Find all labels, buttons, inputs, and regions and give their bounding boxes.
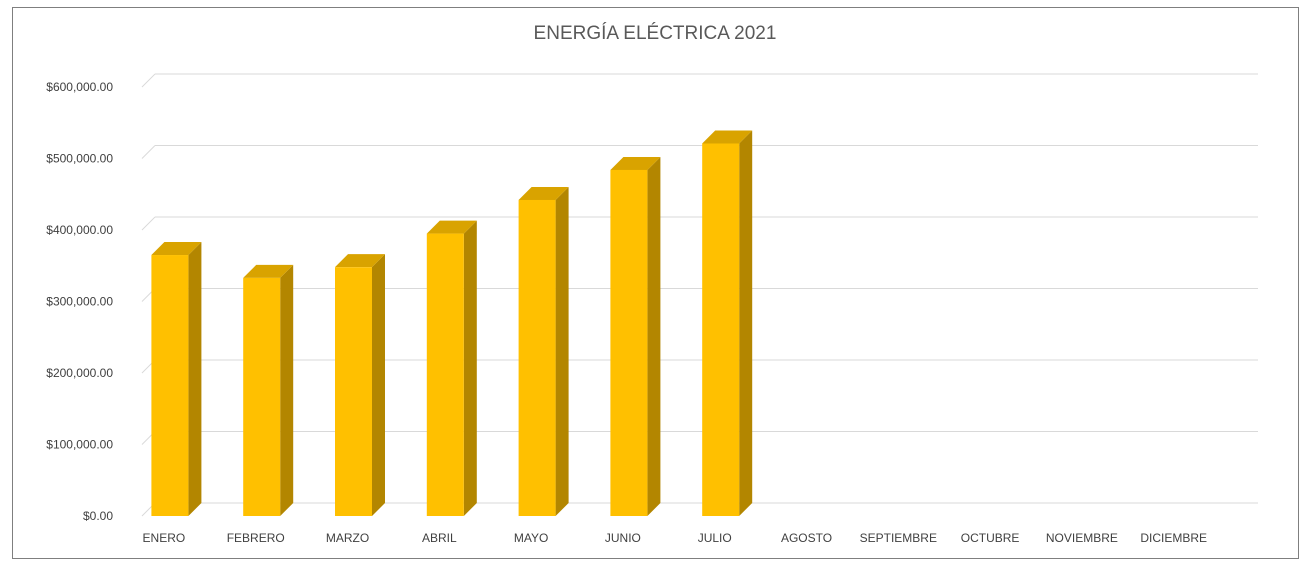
category-label: SEPTIEMBRE — [860, 531, 937, 545]
bar — [702, 130, 753, 517]
y-tick-label: $300,000.00 — [46, 295, 113, 309]
bar-front — [610, 169, 648, 516]
bar-front — [426, 233, 464, 516]
bar — [518, 186, 569, 516]
bar — [243, 264, 294, 516]
bar-front — [335, 267, 372, 516]
y-tick-label: $0.00 — [83, 509, 113, 523]
bar-side — [372, 254, 385, 516]
category-label: MAYO — [514, 531, 548, 545]
bars — [151, 130, 753, 517]
bar — [426, 220, 477, 516]
bar — [151, 242, 202, 516]
bar-top — [335, 254, 385, 268]
gridlines — [141, 73, 1258, 517]
category-label: OCTUBRE — [961, 531, 1020, 545]
y-tick-label: $500,000.00 — [46, 152, 113, 166]
y-axis-ticks: $0.00 $100,000.00 $200,000.00 $300,000.00 $4… — [46, 80, 113, 523]
bar-side — [280, 264, 294, 516]
category-label: AGOSTO — [781, 531, 832, 545]
bar-front — [151, 255, 189, 516]
category-label: NOVIEMBRE — [1046, 531, 1118, 545]
y-tick-label: $400,000.00 — [46, 223, 113, 237]
y-tick-label: $100,000.00 — [46, 438, 113, 452]
gridline-perspective — [141, 216, 156, 231]
bar-top — [151, 242, 202, 256]
category-label: ABRIL — [422, 531, 457, 545]
category-label: ENERO — [143, 531, 186, 545]
bar — [610, 156, 661, 516]
gridline-perspective — [141, 145, 156, 159]
category-label: MARZO — [326, 531, 369, 545]
bar-side — [647, 156, 661, 516]
chart-title: ENERGÍA ELÉCTRICA 2021 — [534, 23, 777, 44]
gridline-perspective — [141, 73, 156, 88]
bar-side — [463, 220, 477, 516]
bar-front — [243, 277, 281, 516]
y-tick-label: $200,000.00 — [46, 366, 113, 380]
bar-top — [518, 186, 569, 200]
y-tick-label: $600,000.00 — [46, 80, 113, 94]
bar-front — [702, 143, 740, 517]
category-label: JULIO — [698, 531, 732, 545]
category-label: FEBRERO — [227, 531, 285, 545]
bar-side — [555, 186, 569, 516]
bar-top — [243, 264, 294, 278]
bar-side — [739, 130, 753, 517]
bar-front — [518, 199, 556, 516]
category-label: JUNIO — [605, 531, 641, 545]
category-label: DICIEMBRE — [1140, 531, 1207, 545]
bar — [335, 254, 385, 516]
bar-top — [426, 220, 477, 234]
bar-side — [188, 242, 202, 516]
x-axis-categories: ENERO FEBRERO MARZO ABRIL MAYO JUNIO JULIO AGOS… — [143, 531, 1207, 545]
bar-top — [702, 130, 753, 144]
bar-top — [610, 156, 661, 170]
